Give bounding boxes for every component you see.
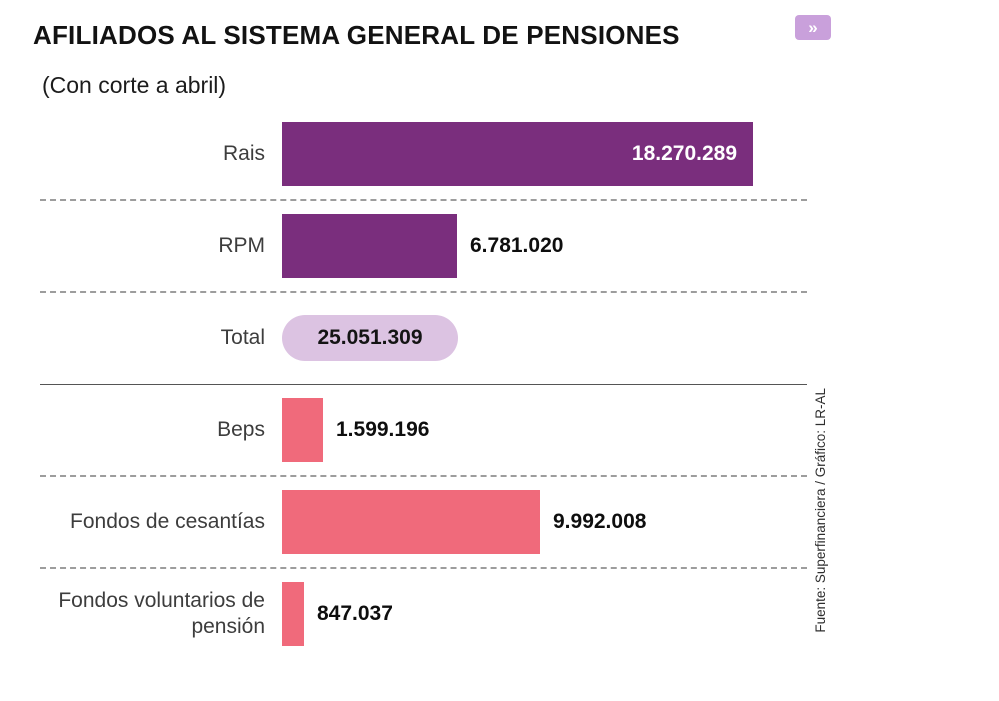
bar-area: 847.037	[282, 582, 807, 646]
chart-row-beps: Beps 1.599.196	[40, 384, 807, 477]
total-pill: 25.051.309	[282, 315, 458, 361]
bar-value-cesantias: 9.992.008	[553, 510, 647, 533]
row-label-total: Total	[220, 325, 265, 349]
chart-row-rais: Rais 18.270.289	[40, 108, 807, 201]
bar-beps	[282, 398, 323, 462]
chart-title: AFILIADOS AL SISTEMA GENERAL DE PENSIONE…	[33, 20, 680, 50]
bar-cesantias	[282, 490, 540, 554]
row-label-cesantias: Fondos de cesantías	[70, 509, 265, 533]
chart-row-cesantias: Fondos de cesantías 9.992.008	[40, 476, 807, 569]
bar-voluntarios	[282, 582, 304, 646]
bar-area: 9.992.008	[282, 490, 807, 554]
chart-row-rpm: RPM 6.781.020	[40, 200, 807, 293]
row-label-rpm: RPM	[218, 233, 265, 257]
bar-rpm	[282, 214, 457, 278]
bar-area: 18.270.289	[282, 122, 807, 186]
chart-subtitle: (Con corte a abril)	[42, 72, 227, 98]
chart-row-total: Total 25.051.309	[40, 292, 807, 385]
chart-row-voluntarios: Fondos voluntarios de pensión 847.037	[40, 568, 807, 660]
bar-value-rais: 18.270.289	[631, 142, 737, 165]
chevrons-right-icon: »	[808, 18, 818, 37]
bar-rais: 18.270.289	[282, 122, 753, 186]
source-credit: Fuente: Superfinanciera / Gráfico: LR-AL	[813, 388, 828, 633]
bar-value-beps: 1.599.196	[336, 418, 430, 441]
row-label-beps: Beps	[217, 417, 265, 441]
bar-value-rpm: 6.781.020	[470, 234, 564, 257]
chart-rows: Rais 18.270.289 RPM 6.781.020 Total 25.051.30…	[40, 108, 807, 660]
row-label-rais: Rais	[222, 141, 265, 165]
bar-area: 25.051.309	[282, 315, 807, 361]
expand-badge-button[interactable]: »	[795, 15, 831, 40]
row-label-voluntarios: Fondos voluntarios de pensión	[58, 588, 265, 638]
bar-value-voluntarios: 847.037	[317, 602, 393, 625]
bar-area: 6.781.020	[282, 214, 807, 278]
bar-area: 1.599.196	[282, 398, 807, 462]
